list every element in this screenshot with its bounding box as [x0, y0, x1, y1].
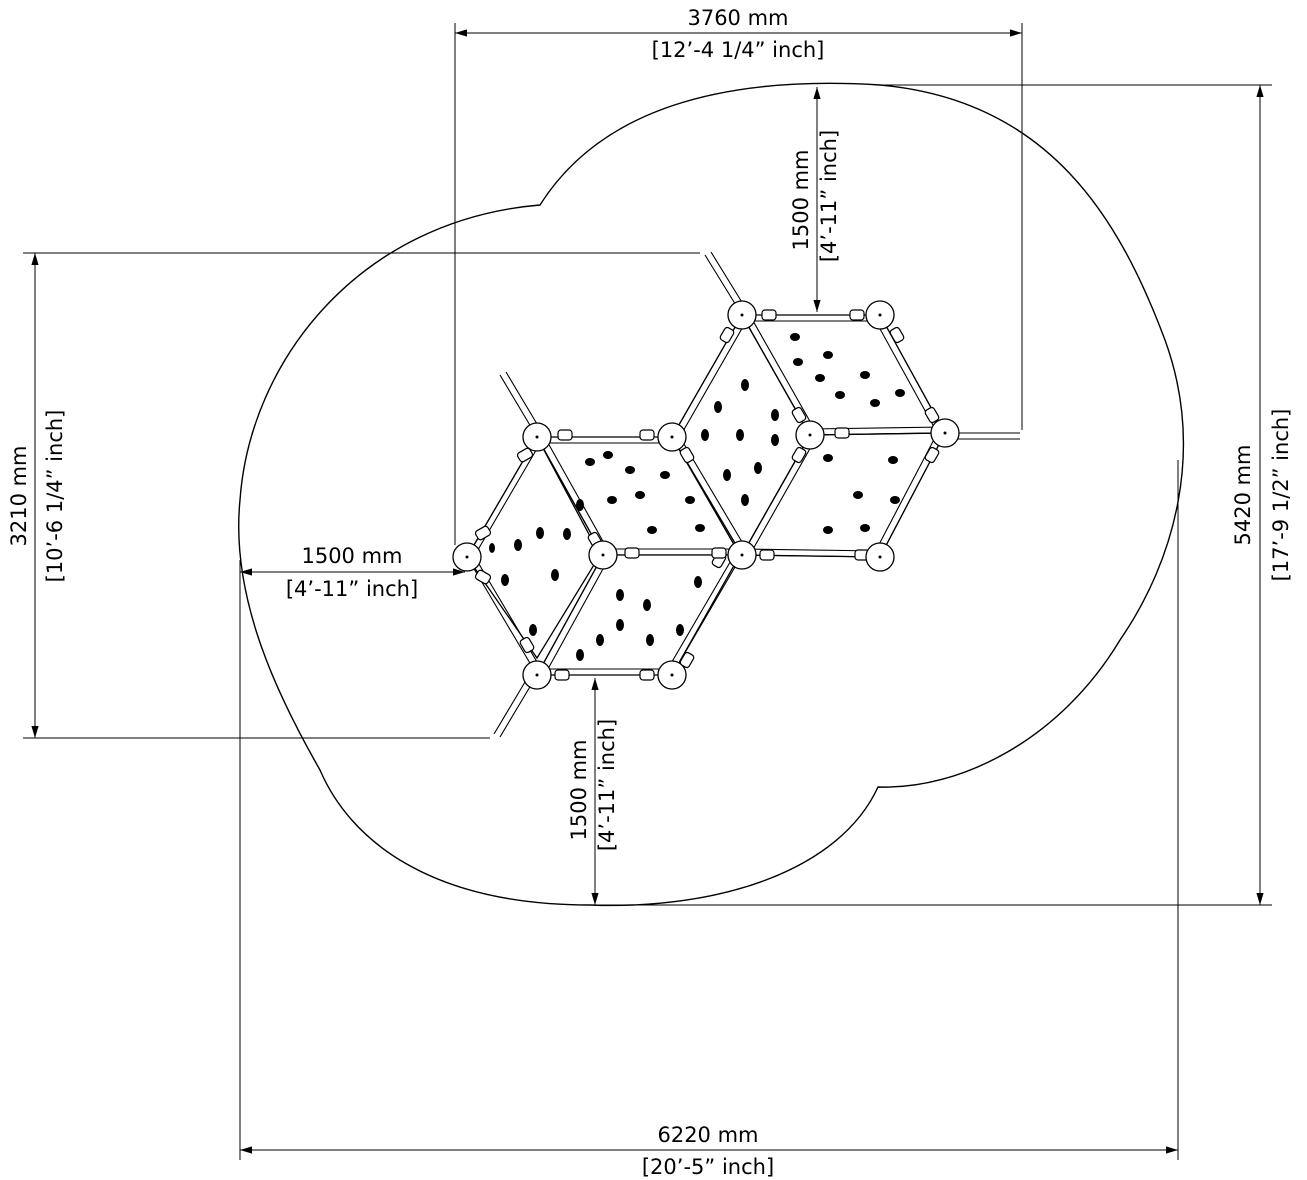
bottom-clearance-imperial: [4’-11” inch]: [595, 719, 619, 851]
left-clearance-metric: 1500 mm: [301, 544, 402, 568]
left-height-metric: 3210 mm: [7, 445, 31, 546]
dimension-lines: [23, 23, 1272, 1160]
safety-zone-outline: [238, 82, 1185, 907]
top-clearance-metric: 1500 mm: [789, 149, 813, 250]
node-centers: [465, 313, 947, 677]
top-clearance-imperial: [4’-11” inch]: [817, 130, 841, 262]
climbing-holds: [489, 333, 905, 661]
climbing-structure: [452, 251, 1020, 738]
right-height-imperial: [17’-9 1/2” inch]: [1269, 409, 1293, 582]
bottom-width-metric: 6220 mm: [657, 1123, 758, 1147]
left-height-imperial: [10’-6 1/4” inch]: [43, 410, 67, 583]
right-height-metric: 5420 mm: [1231, 444, 1255, 545]
bottom-clearance-metric: 1500 mm: [567, 739, 591, 840]
bottom-width-imperial: [20’-5” inch]: [642, 1155, 774, 1179]
dimension-labels: 3760 mm [12’-4 1/4” inch] 1500 mm [4’-11…: [7, 6, 1293, 1179]
top-width-imperial: [12’-4 1/4” inch]: [652, 38, 825, 62]
top-width-metric: 3760 mm: [687, 6, 788, 30]
left-clearance-imperial: [4’-11” inch]: [286, 577, 418, 601]
connector-clamps: [474, 309, 940, 681]
